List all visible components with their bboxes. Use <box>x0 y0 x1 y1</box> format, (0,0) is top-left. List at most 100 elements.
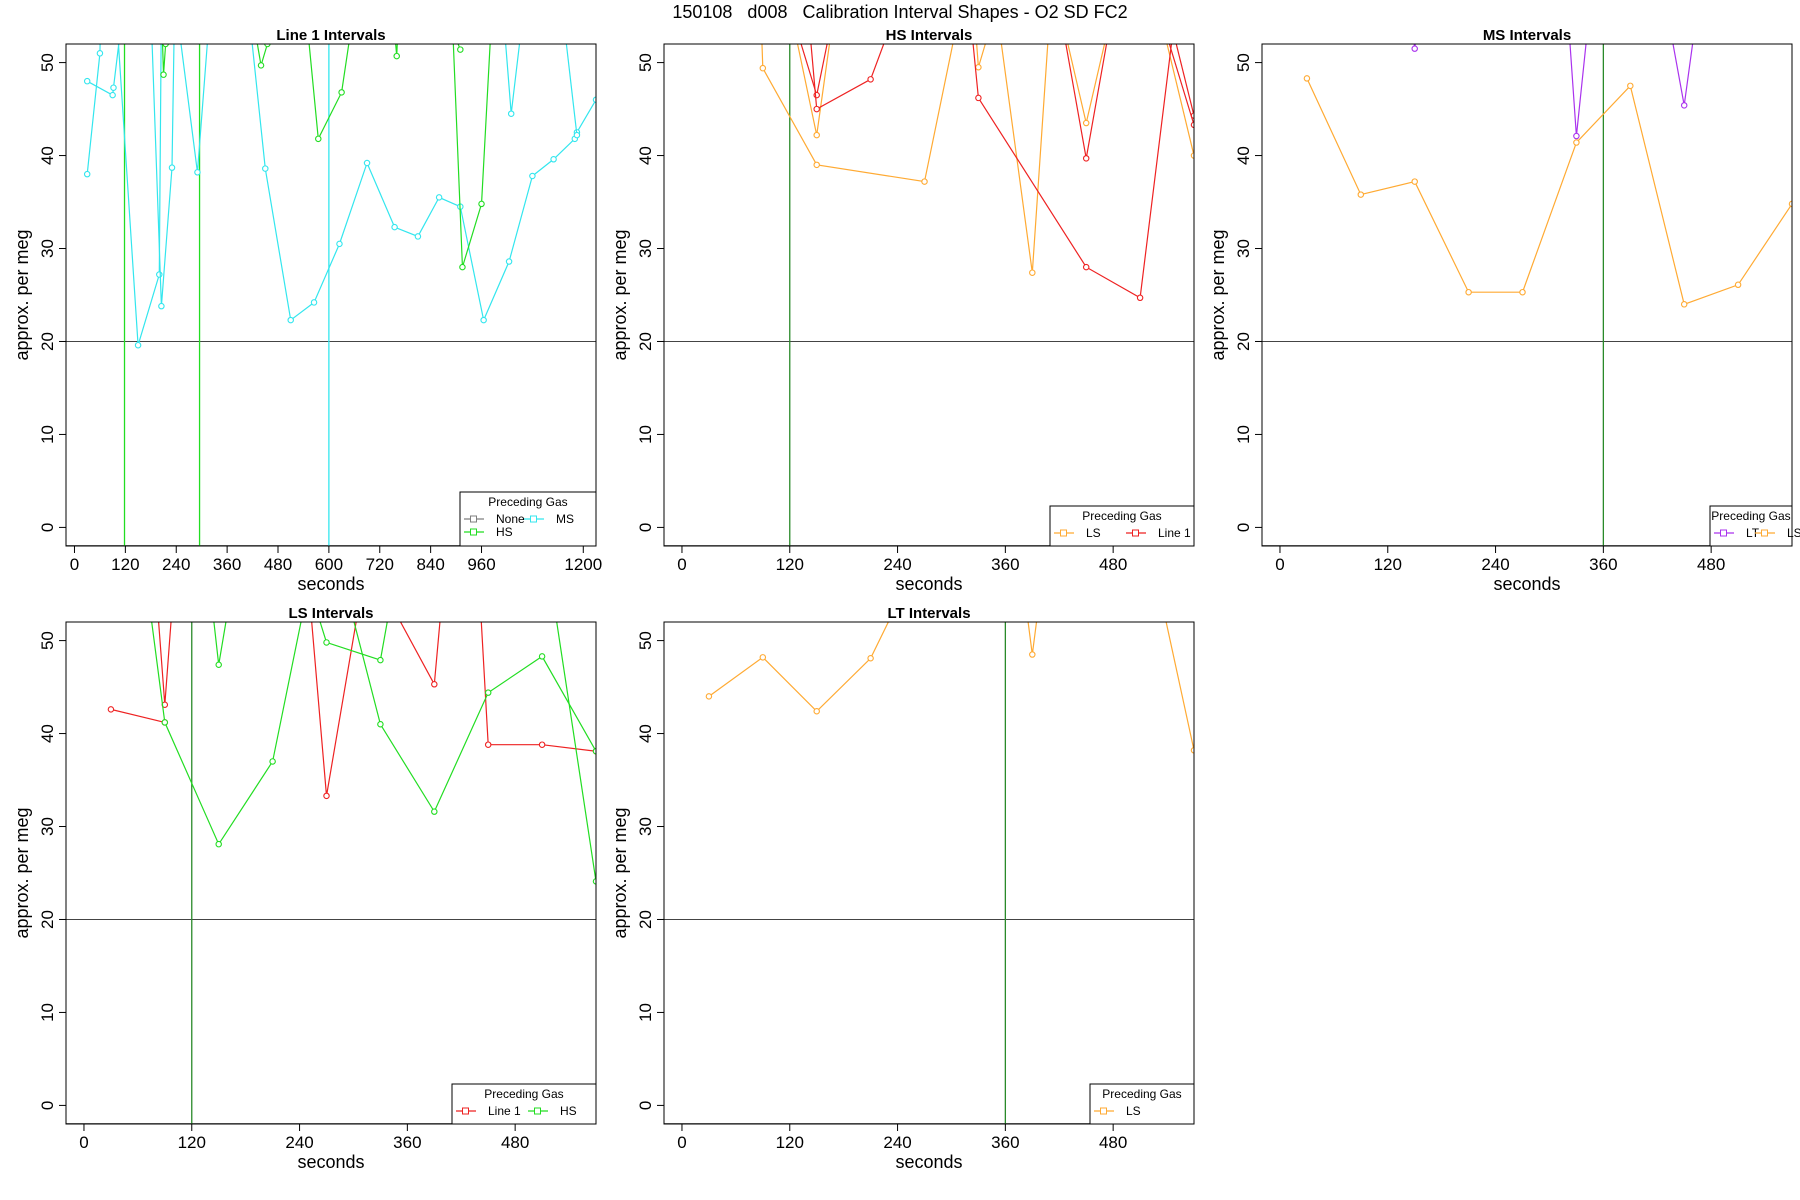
data-point <box>414 233 422 240</box>
y-axis-label: approx. per meg <box>610 807 630 938</box>
legend-entry-label: Line 1 <box>488 1104 521 1118</box>
y-tick-label: 0 <box>636 1101 655 1110</box>
y-tick-label: 50 <box>636 631 655 650</box>
data-point <box>813 131 820 139</box>
data-point <box>393 52 400 60</box>
y-tick-label: 10 <box>1234 425 1253 444</box>
y-axis: 0 10 20 30 40 50 approx. per meg <box>12 53 67 532</box>
x-tick-label: 360 <box>213 555 241 574</box>
legend-title: Preceding Gas <box>488 495 567 509</box>
data-point <box>391 223 398 231</box>
legend-marker <box>470 515 477 523</box>
x-tick-label: 480 <box>1099 555 1127 574</box>
legend-marker <box>1060 529 1067 537</box>
y-axis-label: approx. per meg <box>1208 229 1228 360</box>
data-point <box>109 91 116 99</box>
y-tick-label: 30 <box>1234 239 1253 258</box>
x-tick-label: 480 <box>1697 555 1725 574</box>
y-tick-label: 10 <box>38 1003 57 1022</box>
y-tick-label: 20 <box>636 332 655 351</box>
legend-entry-label: LS <box>1787 526 1800 540</box>
data-point <box>1082 263 1090 271</box>
x-tick-label: 360 <box>991 1133 1019 1152</box>
plot-area <box>664 44 1194 546</box>
legend-entry-label: LS <box>1126 1104 1141 1118</box>
y-tick-label: 0 <box>38 1101 57 1110</box>
data-point <box>1136 294 1144 302</box>
data-point <box>1411 178 1418 185</box>
data-point <box>867 76 874 83</box>
panel-3: MS Intervals 0 120 240 360 480 seconds 0 10 20 30 4… <box>1208 27 1800 594</box>
series-line-ls <box>708 622 890 713</box>
legend-entry-label: HS <box>496 525 513 539</box>
data-point <box>215 661 222 669</box>
data-point <box>134 341 142 349</box>
data-point <box>310 299 318 306</box>
x-tick-label: 0 <box>677 1133 686 1152</box>
y-tick-label: 10 <box>636 1003 655 1022</box>
x-tick-label: 120 <box>776 555 804 574</box>
x-axis-label: seconds <box>297 574 364 594</box>
x-tick-label: 240 <box>162 555 190 574</box>
y-tick-label: 50 <box>38 631 57 650</box>
data-point <box>96 50 104 57</box>
series-line-hs <box>452 44 491 268</box>
y-tick-label: 30 <box>636 239 655 258</box>
x-tick-label: 480 <box>264 555 292 574</box>
x-axis-label: seconds <box>895 1152 962 1172</box>
data-point <box>1680 102 1688 109</box>
data-point <box>478 200 485 208</box>
legend-entry-label: HS <box>560 1104 577 1118</box>
data-point <box>573 131 581 139</box>
x-tick-label: 0 <box>1275 555 1284 574</box>
data-point <box>1573 132 1580 140</box>
x-tick-label: 1200 <box>564 555 602 574</box>
y-tick-label: 20 <box>38 332 57 351</box>
series-line-ms <box>565 44 578 136</box>
y-tick-label: 0 <box>38 523 57 532</box>
panel-title: Line 1 Intervals <box>276 27 385 44</box>
data-point <box>921 178 928 185</box>
data-point <box>1190 121 1194 129</box>
y-axis-label: approx. per meg <box>610 229 630 360</box>
y-tick-label: 40 <box>38 146 57 165</box>
y-axis: 0 10 20 30 40 50 approx. per meg <box>12 631 67 1110</box>
y-tick-label: 20 <box>1234 332 1253 351</box>
data-point <box>431 681 438 688</box>
panel-title: MS Intervals <box>1483 27 1571 44</box>
legend-marker <box>534 1107 541 1115</box>
legend: Preceding Gas LS <box>1089 1083 1195 1125</box>
y-tick-label: 20 <box>636 910 655 929</box>
x-tick-label: 360 <box>991 555 1019 574</box>
legend-marker <box>1132 529 1139 537</box>
data-point <box>975 63 982 71</box>
x-tick-label: 360 <box>393 1133 421 1152</box>
legend-marker <box>530 515 537 523</box>
y-tick-label: 20 <box>38 910 57 929</box>
series-line-ms <box>180 44 208 173</box>
legend-marker <box>462 1107 469 1115</box>
y-tick-label: 30 <box>38 239 57 258</box>
x-axis-label: seconds <box>1493 574 1560 594</box>
data-point <box>867 655 874 662</box>
data-point <box>813 707 820 715</box>
legend-marker <box>1100 1107 1107 1115</box>
data-point <box>1303 75 1311 82</box>
legend-marker <box>470 528 477 536</box>
x-tick-label: 240 <box>1481 555 1509 574</box>
x-tick-label: 120 <box>111 555 139 574</box>
y-axis: 0 10 20 30 40 50 approx. per meg <box>1208 53 1263 532</box>
plot-frame <box>65 621 597 1125</box>
series-line-ms <box>505 44 521 114</box>
x-axis: 0 120 240 360 480 seconds <box>1275 545 1725 594</box>
y-tick-label: 40 <box>1234 146 1253 165</box>
y-tick-label: 0 <box>1234 523 1253 532</box>
x-tick-label: 720 <box>366 555 394 574</box>
legend-entry-label: MS <box>556 512 574 526</box>
x-axis-label: seconds <box>895 574 962 594</box>
y-tick-label: 50 <box>636 53 655 72</box>
y-tick-label: 50 <box>1234 53 1253 72</box>
plot-frame <box>663 621 1195 1125</box>
series-line-line-1 <box>810 44 885 111</box>
